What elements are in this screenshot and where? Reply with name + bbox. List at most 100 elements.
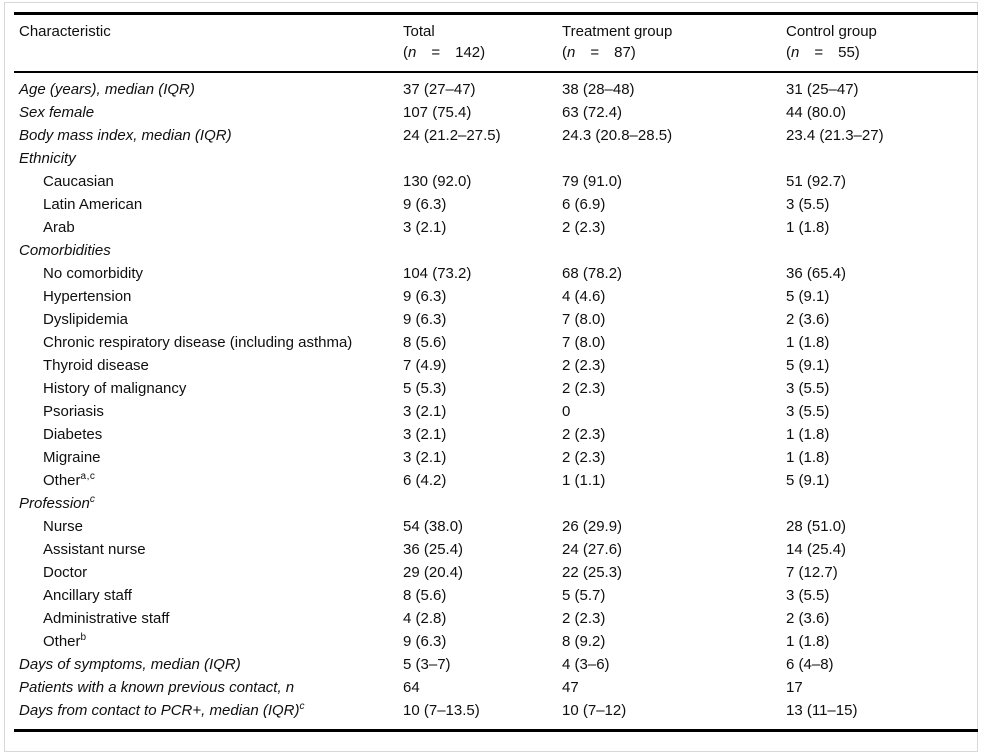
n-value: 55) <box>838 44 860 61</box>
table-row: Chronic respiratory disease (including a… <box>14 331 978 354</box>
table-row: Administrative staff 4 (2.8) 2 (2.3) 2 (3.6… <box>14 607 978 630</box>
cell-characteristic: Ethnicity <box>14 147 403 170</box>
cell-control <box>786 239 978 262</box>
row-label: Hypertension <box>43 288 132 305</box>
table-row: Dyslipidemia 9 (6.3) 7 (8.0) 2 (3.6) <box>14 308 978 331</box>
table-row: Patients with a known previous contact, … <box>14 676 978 699</box>
col-header-characteristic: Characteristic <box>14 13 403 73</box>
cell-control: 3 (5.5) <box>786 196 830 213</box>
cell-total: 3 (2.1) <box>403 426 447 443</box>
cell-treatment: 2 (2.3) <box>562 610 606 627</box>
cell-total: 10 (7–13.5) <box>403 702 480 719</box>
cell-treatment <box>562 492 786 515</box>
table-row: Ancillary staff 8 (5.6) 5 (5.7) 3 (5.5) <box>14 584 978 607</box>
col-header-n: (n = 87) <box>562 42 786 63</box>
cell-control: 7 (12.7) <box>786 564 838 581</box>
cell-treatment: 24 (27.6) <box>562 541 623 558</box>
col-header-label: Treatment group <box>562 23 673 40</box>
row-label: Administrative staff <box>43 610 170 627</box>
cell-control: 36 (65.4) <box>786 265 847 282</box>
table-row: Ethnicity <box>14 147 978 170</box>
cell-characteristic: Sex female <box>14 101 403 124</box>
table-row: Hypertension 9 (6.3) 4 (4.6) 5 (9.1) <box>14 285 978 308</box>
cell-control: 1 (1.8) <box>786 426 830 443</box>
cell-treatment: 22 (25.3) <box>562 564 623 581</box>
n-open: ( <box>403 44 408 61</box>
table-row: Diabetes 3 (2.1) 2 (2.3) 1 (1.8) <box>14 423 978 446</box>
row-label: Days of symptoms, median (IQR) <box>19 656 241 673</box>
cell-characteristic: No comorbidity <box>14 262 403 285</box>
cell-control: 17 <box>786 679 803 696</box>
table-row: Arab 3 (2.1) 2 (2.3) 1 (1.8) <box>14 216 978 239</box>
footnote-marker: c <box>299 701 306 712</box>
cell-total: 9 (6.3) <box>403 633 447 650</box>
row-label: Migraine <box>43 449 101 466</box>
cell-total: 3 (2.1) <box>403 449 447 466</box>
cell-control: 44 (80.0) <box>786 104 847 121</box>
cell-treatment <box>562 239 786 262</box>
cell-total: 107 (75.4) <box>403 104 472 121</box>
cell-characteristic: Latin American <box>14 193 403 216</box>
table-row: Days from contact to PCR+, median (IQR)c… <box>14 699 978 731</box>
table-row: Migraine 3 (2.1) 2 (2.3) 1 (1.8) <box>14 446 978 469</box>
cell-control <box>786 492 978 515</box>
table-row: Professionc <box>14 492 978 515</box>
cell-treatment: 7 (8.0) <box>562 334 606 351</box>
cell-characteristic: Otherb <box>14 630 403 653</box>
cell-treatment: 0 <box>562 403 571 420</box>
n-symbol: n <box>408 44 417 61</box>
row-label: Dyslipidemia <box>43 311 129 328</box>
row-label: Arab <box>43 219 75 236</box>
n-value: 142) <box>455 44 486 61</box>
cell-total: 104 (73.2) <box>403 265 472 282</box>
footnote-marker: c <box>89 494 96 505</box>
table-row: Assistant nurse 36 (25.4) 24 (27.6) 14 (25.… <box>14 538 978 561</box>
table-row: Othera,c 6 (4.2) 1 (1.1) 5 (9.1) <box>14 469 978 492</box>
cell-treatment: 1 (1.1) <box>562 472 606 489</box>
cell-total: 36 (25.4) <box>403 541 464 558</box>
row-label: Psoriasis <box>43 403 104 420</box>
n-equals: = <box>590 44 600 61</box>
footnote-marker: b <box>80 632 87 643</box>
cell-total: 54 (38.0) <box>403 518 464 535</box>
cell-characteristic: Psoriasis <box>14 400 403 423</box>
row-label: Doctor <box>43 564 88 581</box>
cell-characteristic: Doctor <box>14 561 403 584</box>
cell-characteristic: Dyslipidemia <box>14 308 403 331</box>
cell-treatment: 4 (4.6) <box>562 288 606 305</box>
cell-total <box>403 239 562 262</box>
n-open: ( <box>562 44 567 61</box>
row-label: No comorbidity <box>43 265 144 282</box>
row-label: Thyroid disease <box>43 357 149 374</box>
footnote-marker: a,c <box>80 471 96 482</box>
n-equals: = <box>814 44 824 61</box>
cell-total: 64 <box>403 679 420 696</box>
cell-characteristic: Diabetes <box>14 423 403 446</box>
n-value: 87) <box>614 44 636 61</box>
row-label: Patients with a known previous contact, … <box>19 679 295 696</box>
baseline-characteristics-table: Characteristic Total (n = 142) Treatment g… <box>14 12 978 732</box>
cell-characteristic: Administrative staff <box>14 607 403 630</box>
cell-characteristic: Hypertension <box>14 285 403 308</box>
table-row: Body mass index, median (IQR) 24 (21.2–27… <box>14 124 978 147</box>
cell-treatment: 10 (7–12) <box>562 702 627 719</box>
table-body: Age (years), median (IQR) 37 (27–47) 38 (2… <box>14 72 978 731</box>
cell-total: 9 (6.3) <box>403 196 447 213</box>
row-label: Body mass index, median (IQR) <box>19 127 232 144</box>
row-label: Days from contact to PCR+, median (IQR)c <box>19 701 306 720</box>
row-label: History of malignancy <box>43 380 187 397</box>
cell-characteristic: Days of symptoms, median (IQR) <box>14 653 403 676</box>
row-label: Assistant nurse <box>43 541 146 558</box>
cell-characteristic: Chronic respiratory disease (including a… <box>14 331 403 354</box>
cell-control: 6 (4–8) <box>786 656 834 673</box>
cell-total: 37 (27–47) <box>403 81 476 98</box>
cell-characteristic: Arab <box>14 216 403 239</box>
table-row: Days of symptoms, median (IQR) 5 (3–7) 4 (… <box>14 653 978 676</box>
cell-characteristic: Days from contact to PCR+, median (IQR)c <box>14 699 403 731</box>
n-symbol: n <box>567 44 576 61</box>
row-label: Ancillary staff <box>43 587 132 604</box>
cell-characteristic: Assistant nurse <box>14 538 403 561</box>
cell-characteristic: Comorbidities <box>14 239 403 262</box>
cell-treatment <box>562 147 786 170</box>
